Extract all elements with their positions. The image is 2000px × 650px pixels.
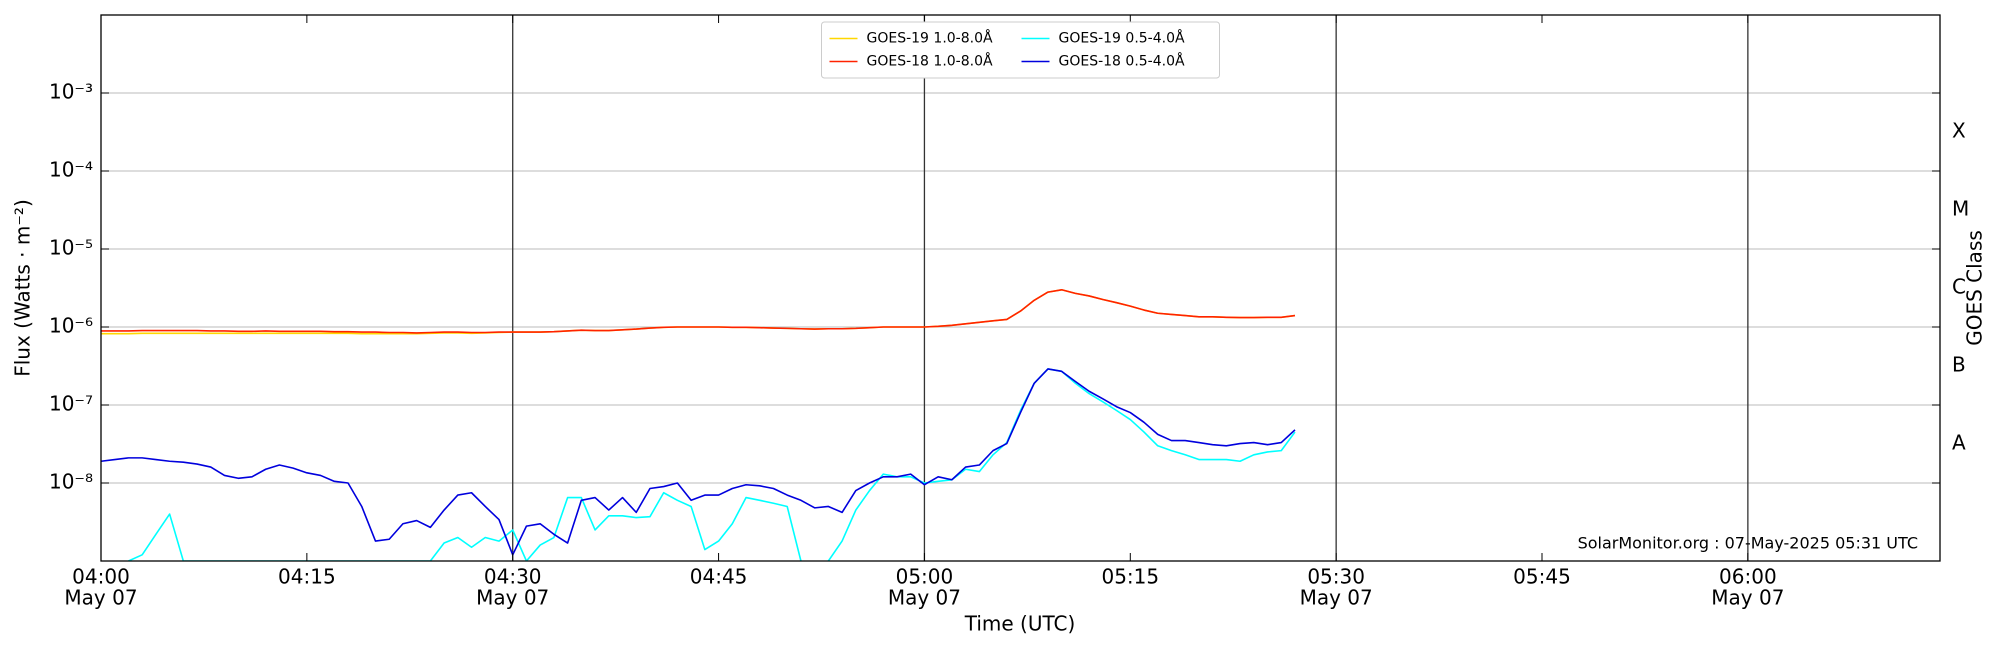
x-tick-sublabel: May 07 <box>1300 586 1373 610</box>
x-tick-label: 05:30 <box>1307 565 1365 589</box>
x-tick-sublabel: May 07 <box>888 586 961 610</box>
grid <box>101 15 1940 561</box>
x-tick-sublabel: May 07 <box>476 586 549 610</box>
legend-label: GOES-19 0.5-4.0Å <box>1059 30 1185 47</box>
x-tick-label: 04:45 <box>690 565 748 589</box>
legend: GOES-19 1.0-8.0Å GOES-18 1.0-8.0Å GOES-19 … <box>821 21 1220 79</box>
y-tick-label: 10⁻⁷ <box>49 392 93 416</box>
goes-class-label: X <box>1952 119 1966 143</box>
legend-label: GOES-18 0.5-4.0Å <box>1059 53 1185 70</box>
series-line <box>128 368 1296 561</box>
series-line <box>101 288 1296 334</box>
goes-class-label: M <box>1952 197 1969 221</box>
goes-class-label: A <box>1952 431 1966 455</box>
x-tick-label: 05:15 <box>1101 565 1159 589</box>
y-tick-label: 10⁻³ <box>49 80 93 104</box>
legend-label: GOES-19 1.0-8.0Å <box>867 30 993 47</box>
series-line <box>101 368 1296 556</box>
axes-frame <box>100 14 1941 562</box>
legend-box <box>821 21 1220 79</box>
x-tick-label: 05:45 <box>1513 565 1571 589</box>
plot-area <box>101 288 1296 561</box>
annotation: SolarMonitor.org : 07-May-2025 05:31 UTC <box>1578 534 1918 553</box>
x-tick-sublabel: May 07 <box>1711 586 1784 610</box>
y-tick-label: 10⁻⁸ <box>49 470 93 494</box>
x-tick-label: 05:00 <box>896 565 954 589</box>
y-tick-label: 10⁻⁶ <box>49 314 93 338</box>
y2-axis-label: GOES Class <box>1963 230 1987 346</box>
y-tick-label: 10⁻⁵ <box>49 236 93 260</box>
goes-class-label: B <box>1952 353 1966 377</box>
x-tick-label: 06:00 <box>1719 565 1777 589</box>
goes-class-label: C <box>1952 275 1966 299</box>
legend-label: GOES-18 1.0-8.0Å <box>867 53 993 70</box>
x-tick-sublabel: May 07 <box>64 586 137 610</box>
x-tick-label: 04:30 <box>484 565 542 589</box>
x-tick-label: 04:00 <box>72 565 130 589</box>
y-tick-label: 10⁻⁴ <box>49 158 93 182</box>
x-axis-label: Time (UTC) <box>964 612 1076 636</box>
x-tick-label: 04:15 <box>278 565 336 589</box>
y-axis-label: Flux (Watts · m⁻²) <box>11 199 35 377</box>
